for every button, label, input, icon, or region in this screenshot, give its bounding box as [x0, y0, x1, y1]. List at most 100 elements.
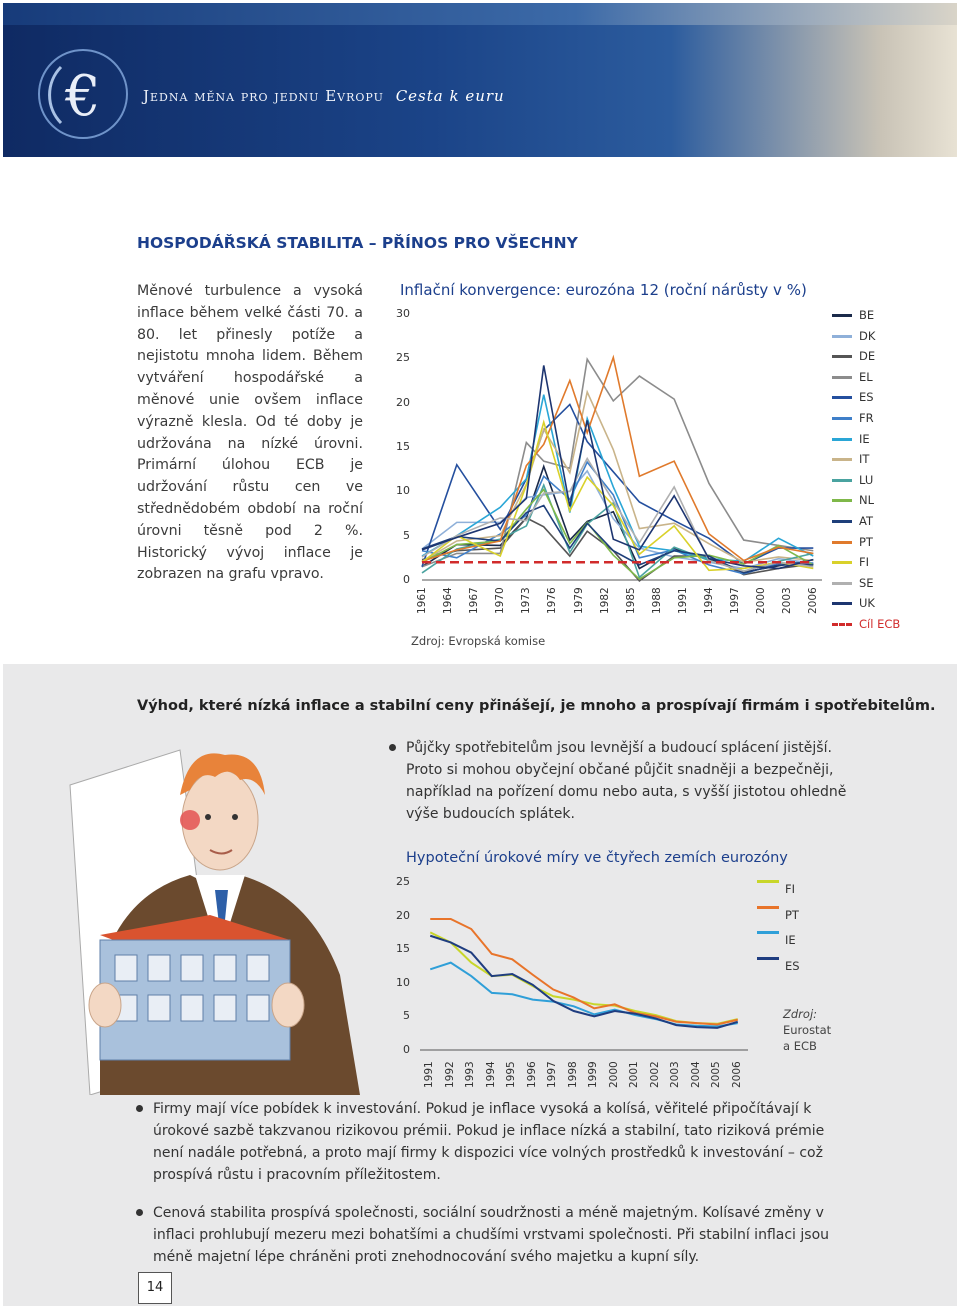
chart2-x-tick: 2001 — [628, 1061, 641, 1088]
legend-swatch — [832, 396, 852, 400]
bullet-consumer-loans-text: Půjčky spotřebitelům jsou levnější a bud… — [406, 740, 847, 822]
chart1-y-tick: 0 — [403, 573, 410, 586]
series-line-de — [421, 516, 814, 582]
chart2-x-tick: 2002 — [648, 1061, 661, 1088]
chart2-y-tick: 15 — [396, 942, 410, 956]
legend-label-se: SE — [859, 575, 874, 590]
legend-swatch — [832, 499, 852, 503]
bullet-investment-text: Firmy mají více pobídek k investování. P… — [153, 1101, 825, 1183]
chart2-x-tick: 2000 — [607, 1061, 620, 1088]
chart1-y-tick: 20 — [396, 395, 410, 409]
mortgage-rates-chart — [420, 917, 748, 1051]
legend-label-pt: PT — [859, 534, 873, 549]
legend-label-it: IT — [859, 452, 870, 467]
chart2-x-tick: 1998 — [566, 1061, 579, 1088]
series-line-ie — [421, 394, 814, 563]
legend-label-dk: DK — [859, 328, 876, 343]
chart2-source: Zdroj: Eurostat a ECB — [783, 1006, 831, 1054]
chart1-y-tick: 25 — [396, 351, 410, 365]
chart1-y-tick: 30 — [396, 307, 410, 320]
legend-label-at: AT — [859, 514, 873, 528]
series-title: Jedna měna pro jednu Evropu — [143, 87, 384, 105]
chart2-y-tick: 0 — [403, 1043, 410, 1056]
chart2-source-label: Zdroj: — [783, 1007, 818, 1021]
legend-label-uk: UK — [859, 596, 875, 611]
chart2-y-tick: 10 — [396, 975, 410, 989]
chart1-x-tick: 1970 — [494, 587, 507, 614]
legend-label-cíl-ecb: Cíl ECB — [859, 617, 901, 631]
bullet-dot-icon — [136, 1209, 143, 1216]
legend-swatch — [832, 314, 852, 317]
chart1-source: Zdroj: Evropská komise — [411, 634, 546, 648]
legend-label-de: DE — [859, 349, 876, 364]
intro-paragraph: Měnové turbulence a vysoká inflace během… — [137, 283, 363, 583]
legend-label-fr: FR — [859, 411, 874, 425]
chart2-y-tick: 5 — [403, 1009, 410, 1023]
series-line-pt — [430, 917, 738, 1026]
chart1-x-tick: 2000 — [755, 587, 768, 614]
legend-swatch — [832, 417, 852, 420]
legend-swatch — [832, 375, 852, 379]
banner-stripe — [3, 3, 957, 25]
chart2-source-name2: a ECB — [783, 1039, 817, 1053]
series-line-es — [429, 934, 739, 1029]
legend-label-fi: FI — [785, 882, 796, 896]
chart2-x-tick: 2006 — [730, 1061, 743, 1088]
chart1-x-tick: 1967 — [468, 587, 481, 614]
legend-swatch — [832, 581, 852, 585]
chart1-x-tick: 1994 — [702, 587, 715, 614]
chart2-x-tick: 2003 — [669, 1061, 682, 1088]
legend-label-ie: IE — [859, 431, 870, 446]
chart1-y-tick: 5 — [403, 528, 410, 542]
chart2-x-tick: 1999 — [587, 1061, 600, 1088]
chart2-x-tick: 1991 — [423, 1061, 436, 1088]
chart2-x-tick: 1994 — [484, 1061, 497, 1088]
chart1-x-tick: 1964 — [442, 587, 455, 614]
legend-swatch — [832, 334, 852, 338]
bullet-dot-icon — [389, 744, 396, 751]
chart2-x-tick: 1995 — [505, 1061, 518, 1088]
chart1-x-tick: 1985 — [624, 587, 637, 614]
chart1-x-tick: 1991 — [676, 587, 689, 614]
bullet-social: Cenová stabilita prospívá společnosti, s… — [136, 1202, 845, 1268]
legend-label-fi: FI — [859, 555, 870, 570]
chart1-x-tick: 2003 — [781, 587, 794, 614]
bullet-social-text: Cenová stabilita prospívá společnosti, s… — [153, 1205, 830, 1265]
banner-title: Jedna měna pro jednu Evropu Cesta k euru — [143, 87, 505, 105]
legend-swatch — [757, 905, 779, 909]
euro-logo-icon: € — [38, 49, 128, 139]
chart1-title: Inflační konvergence: eurozóna 12 (roční… — [400, 281, 807, 299]
chart2-x-tick: 1997 — [546, 1061, 559, 1088]
inflation-chart — [421, 354, 822, 582]
chart1-x-tick: 1997 — [729, 587, 742, 614]
legend-swatch — [832, 561, 852, 565]
legend-label-pt: PT — [785, 907, 799, 922]
legend-swatch — [832, 458, 852, 462]
series-subtitle: Cesta k euru — [395, 87, 505, 105]
chart2-y-tick: 25 — [396, 875, 410, 888]
bullet-dot-icon — [136, 1105, 143, 1112]
bullet-investment: Firmy mají více pobídek k investování. P… — [136, 1098, 845, 1186]
chart2-x-tick: 1996 — [525, 1061, 538, 1088]
legend-label-es: ES — [859, 390, 874, 405]
man-with-house-illustration — [69, 749, 360, 1095]
legend-swatch — [832, 478, 852, 482]
legend-swatch — [757, 931, 779, 934]
chart1-x-tick: 2006 — [807, 587, 820, 614]
chart2-y-tick: 20 — [396, 908, 410, 922]
chart2-source-name: Eurostat — [783, 1023, 832, 1037]
bullet-consumer-loans: Půjčky spotřebitelům jsou levnější a bud… — [389, 737, 868, 825]
series-line-ie — [429, 961, 738, 1028]
chart1-y-tick: 10 — [396, 484, 410, 498]
legend-swatch — [832, 355, 852, 359]
legend-swatch — [832, 520, 852, 523]
chart1-x-tick: 1979 — [572, 587, 585, 614]
chart1-x-tick: 1973 — [520, 587, 533, 614]
series-line-pt — [421, 354, 814, 563]
benefits-heading: Výhod, které nízká inflace a stabilní ce… — [137, 698, 936, 714]
legend-swatch — [832, 623, 852, 626]
chart2-title: Hypoteční úrokové míry ve čtyřech zemích… — [406, 850, 788, 866]
page-number: 14 — [138, 1272, 172, 1304]
legend-label-el: EL — [859, 369, 873, 384]
legend-swatch — [832, 540, 852, 544]
